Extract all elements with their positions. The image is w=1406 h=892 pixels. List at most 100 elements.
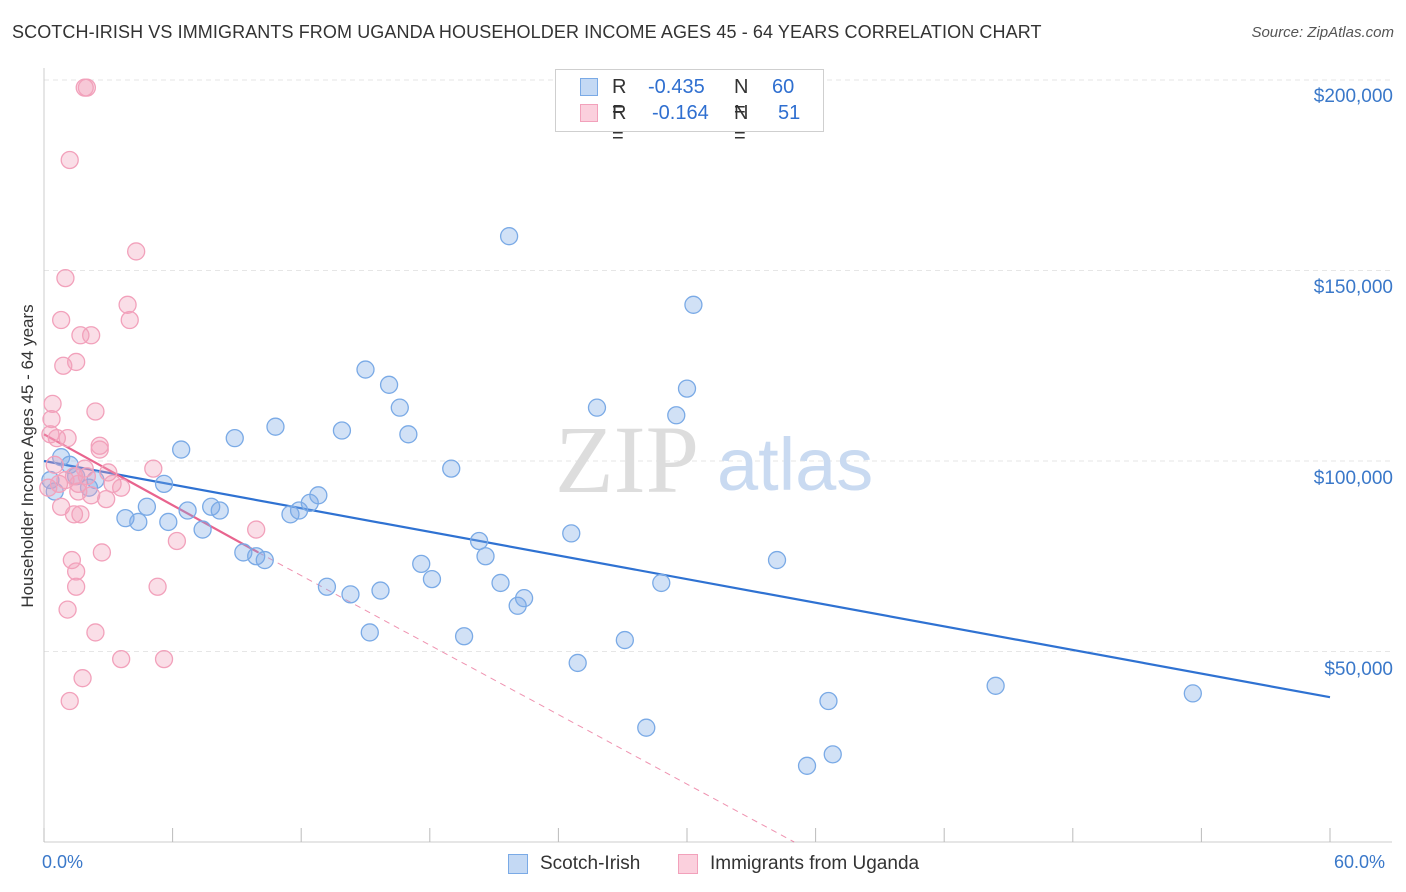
point-scotch-irish xyxy=(767,550,787,570)
point-uganda xyxy=(127,242,146,261)
point-scotch-irish xyxy=(255,550,274,570)
point-uganda xyxy=(97,489,116,509)
watermark-atlas: atlas xyxy=(717,423,873,506)
x-tick-label-min: 0.0% xyxy=(42,852,84,872)
point-uganda xyxy=(112,649,131,669)
point-scotch-irish xyxy=(332,421,352,440)
axes xyxy=(43,68,1392,843)
point-uganda xyxy=(56,268,75,288)
point-uganda xyxy=(99,463,118,482)
point-scotch-irish xyxy=(684,295,703,314)
point-scotch-irish xyxy=(469,531,489,551)
r-label: R = xyxy=(612,102,627,147)
y-tick-label: $150,000 xyxy=(1313,277,1393,298)
trendline-uganda xyxy=(43,433,259,554)
point-scotch-irish xyxy=(667,406,686,425)
chart-title: SCOTCH-IRISH VS IMMIGRANTS FROM UGANDA H… xyxy=(12,22,1042,42)
point-uganda xyxy=(118,295,137,314)
legend-label: Immigrants from Uganda xyxy=(710,853,920,874)
point-uganda xyxy=(64,505,84,524)
point-scotch-irish xyxy=(514,589,534,608)
point-uganda xyxy=(73,669,92,688)
point-uganda xyxy=(67,577,86,596)
point-uganda xyxy=(67,562,86,581)
point-uganda xyxy=(82,326,101,345)
point-scotch-irish xyxy=(399,425,418,444)
point-uganda xyxy=(120,310,139,330)
point-uganda xyxy=(77,78,97,97)
point-uganda xyxy=(42,409,61,429)
point-uganda xyxy=(47,428,67,448)
point-uganda xyxy=(45,455,64,474)
point-scotch-irish xyxy=(677,379,697,398)
n-value: 60 xyxy=(772,76,795,98)
point-scotch-irish xyxy=(159,512,178,532)
point-scotch-irish xyxy=(360,623,379,642)
swatch-scotch-irish xyxy=(580,78,598,96)
point-scotch-irish xyxy=(412,554,431,574)
trendline-uganda-extension xyxy=(258,552,795,843)
point-uganda xyxy=(82,486,101,505)
y-axis-label: Householder Income Ages 45 - 64 years xyxy=(18,304,37,608)
point-scotch-irish xyxy=(637,718,656,737)
trendline-scotch-irish xyxy=(43,459,1331,699)
point-scotch-irish xyxy=(371,581,390,600)
legend-label: Scotch-Irish xyxy=(540,853,641,874)
point-uganda xyxy=(62,550,82,570)
point-scotch-irish xyxy=(819,691,838,711)
point-uganda xyxy=(92,543,112,562)
n-label: N = xyxy=(734,102,749,147)
point-uganda xyxy=(86,623,105,642)
point-scotch-irish xyxy=(193,520,212,539)
point-scotch-irish xyxy=(309,486,328,505)
point-scotch-irish xyxy=(1183,684,1202,703)
trend-lines xyxy=(43,433,1331,843)
point-uganda xyxy=(86,402,105,421)
point-uganda xyxy=(60,150,79,170)
point-scotch-irish xyxy=(154,474,174,494)
point-uganda xyxy=(167,531,187,551)
point-uganda xyxy=(112,478,131,497)
point-uganda xyxy=(90,440,109,459)
point-scotch-irish xyxy=(652,573,671,593)
point-scotch-irish xyxy=(491,573,510,593)
y-tick-label: $50,000 xyxy=(1324,659,1393,680)
point-uganda xyxy=(148,577,167,596)
data-points xyxy=(39,78,1202,775)
point-scotch-irish xyxy=(266,417,285,436)
watermark: ZIP atlas xyxy=(555,406,873,513)
point-scotch-irish xyxy=(476,547,495,566)
legend-swatch xyxy=(678,854,698,874)
point-scotch-irish xyxy=(823,745,842,764)
r-value: -0.164 xyxy=(652,102,709,124)
point-uganda xyxy=(39,478,58,497)
swatch-uganda xyxy=(580,104,598,122)
point-uganda xyxy=(67,352,86,372)
point-scotch-irish xyxy=(797,756,817,775)
point-scotch-irish xyxy=(587,398,607,417)
point-scotch-irish xyxy=(454,627,474,646)
point-scotch-irish xyxy=(137,497,157,516)
point-uganda xyxy=(154,649,174,669)
point-scotch-irish xyxy=(379,375,399,394)
point-uganda xyxy=(60,691,79,711)
point-scotch-irish xyxy=(129,512,148,532)
point-scotch-irish xyxy=(210,501,229,520)
n-value: 51 xyxy=(778,102,801,124)
point-scotch-irish xyxy=(615,630,634,650)
source-label: Source: ZipAtlas.com xyxy=(1251,24,1394,41)
point-scotch-irish xyxy=(178,501,197,520)
point-uganda xyxy=(247,520,266,539)
point-scotch-irish xyxy=(499,227,519,246)
point-scotch-irish xyxy=(172,440,191,459)
point-uganda xyxy=(71,326,90,345)
point-scotch-irish xyxy=(390,398,409,417)
point-scotch-irish xyxy=(568,653,587,673)
r-value: -0.435 xyxy=(648,76,705,98)
point-uganda xyxy=(71,505,90,524)
y-tick-label: $200,000 xyxy=(1313,86,1393,107)
point-scotch-irish xyxy=(341,585,360,604)
point-uganda xyxy=(58,428,77,448)
point-uganda xyxy=(77,467,97,486)
point-scotch-irish xyxy=(986,676,1005,695)
